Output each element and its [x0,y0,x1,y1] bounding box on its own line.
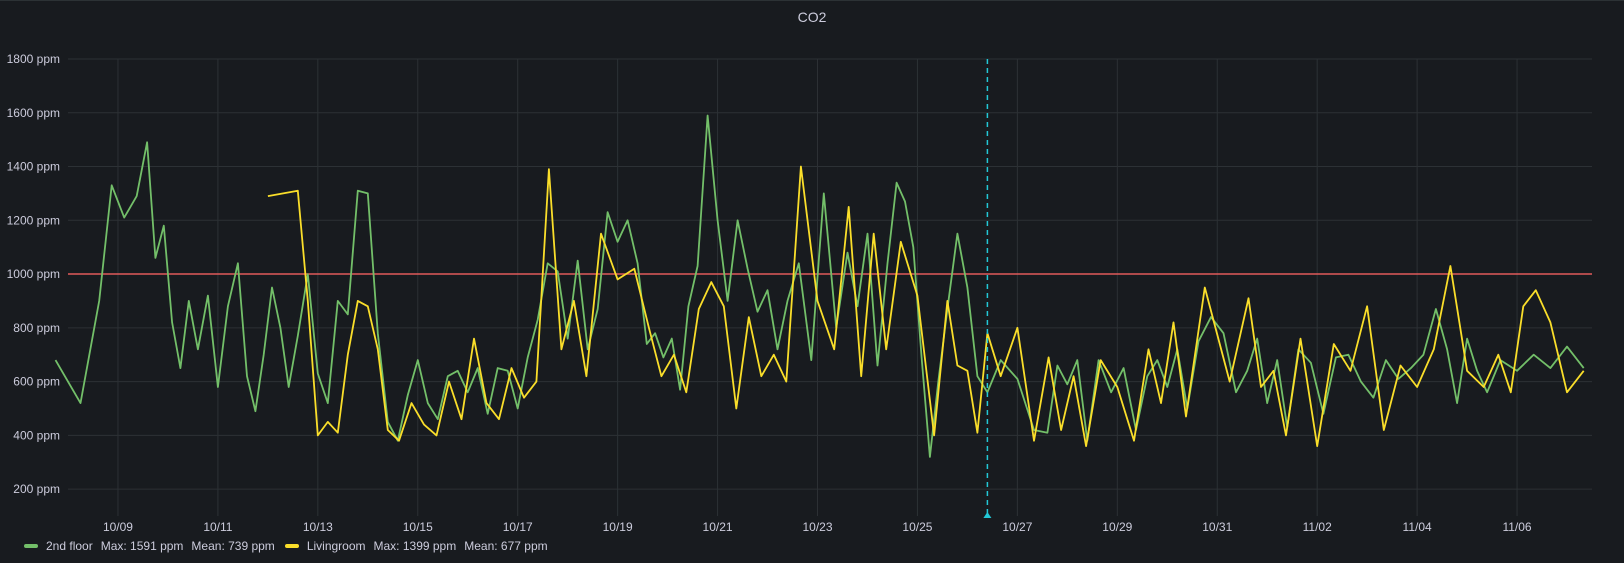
x-tick-label: 10/27 [1002,520,1032,531]
x-tick-label: 10/25 [902,520,932,531]
x-axis-ticks: 10/09 10/11 10/13 10/15 10/17 10/19 10/21 10/23… [103,520,1532,531]
legend-mean-2nd-floor: Mean: 739 ppm [191,539,275,553]
x-tick-label: 10/09 [103,520,133,531]
x-tick-label: 10/23 [802,520,832,531]
x-tick-label: 11/02 [1303,520,1332,531]
y-tick-label: 200 ppm [13,482,60,496]
legend-mean-livingroom: Mean: 677 ppm [464,539,548,553]
legend: 2nd floor Max: 1591 ppm Mean: 739 ppm Li… [24,539,558,553]
y-tick-label: 1400 ppm [7,160,60,174]
legend-label-2nd-floor: 2nd floor [46,539,93,553]
time-marker-layer [983,59,992,518]
legend-swatch-livingroom [284,544,299,548]
y-tick-label: 1200 ppm [7,213,60,227]
x-tick-label: 10/31 [1202,520,1232,531]
co2-line-chart[interactable]: 200 ppm 400 ppm 600 ppm 800 ppm 1000 ppm 1200… [0,1,1624,531]
panel-title[interactable]: CO2 [797,9,827,25]
legend-item-2nd-floor[interactable]: 2nd floor Max: 1591 ppm Mean: 739 ppm [24,539,275,553]
x-tick-label: 11/06 [1502,520,1531,531]
x-tick-label: 10/11 [203,520,232,531]
series-line-livingroom[interactable] [267,165,1585,448]
y-tick-label: 400 ppm [13,428,60,442]
x-tick-label: 10/13 [303,520,333,531]
x-tick-label: 10/15 [403,520,433,531]
y-tick-label: 1600 ppm [7,106,60,120]
y-tick-label: 1000 ppm [7,267,60,281]
y-axis-ticks: 200 ppm 400 ppm 600 ppm 800 ppm 1000 ppm 1200… [7,52,60,496]
grid [68,58,1592,516]
series-line-2nd-floor[interactable] [54,114,1585,458]
legend-swatch-2nd-floor [24,544,38,548]
x-tick-label: 10/19 [603,520,633,531]
legend-max-2nd-floor: Max: 1591 ppm [100,539,184,553]
legend-item-livingroom[interactable]: Livingroom Max: 1399 ppm Mean: 677 ppm [284,539,548,553]
legend-max-livingroom: Max: 1399 ppm [373,539,457,553]
x-tick-label: 10/17 [503,520,533,531]
x-tick-label: 11/04 [1403,520,1432,531]
y-tick-label: 800 ppm [13,321,60,335]
legend-label-livingroom: Livingroom [306,539,366,553]
y-tick-label: 1800 ppm [7,52,60,66]
y-tick-label: 600 ppm [13,375,60,389]
series-layer[interactable] [54,114,1585,458]
x-tick-label: 10/21 [703,520,733,531]
x-tick-label: 10/29 [1102,520,1132,531]
time-marker-caret [983,512,992,518]
